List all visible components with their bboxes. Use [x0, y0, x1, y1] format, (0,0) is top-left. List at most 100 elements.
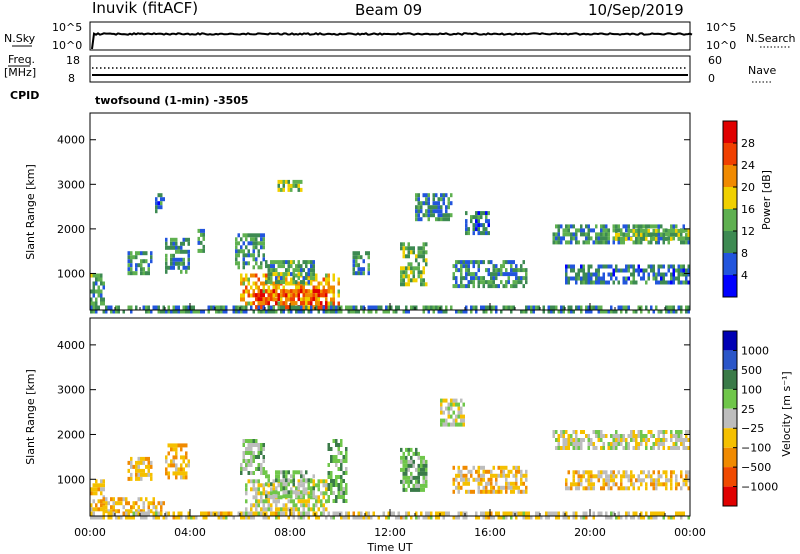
velocity-cell: [327, 487, 330, 491]
velocity-cell: [575, 482, 578, 487]
power-cell: [637, 232, 640, 237]
velocity-cell: [572, 482, 575, 487]
power-cell: [672, 276, 675, 281]
power-cell: [110, 305, 113, 310]
velocity-cell: [685, 470, 688, 475]
power-cell: [95, 305, 98, 310]
velocity-cell: [325, 479, 328, 484]
power-cell: [657, 240, 660, 245]
velocity-cell: [580, 474, 583, 479]
velocity-cell: [245, 451, 248, 455]
power-cell: [372, 305, 375, 310]
power-cell: [632, 232, 635, 237]
velocity-cell: [657, 438, 660, 442]
velocity-cell: [452, 515, 455, 520]
power-cell: [655, 305, 658, 310]
velocity-cell: [122, 511, 125, 516]
velocity-cell: [590, 470, 593, 475]
power-cell: [647, 224, 650, 229]
velocity-cell: [102, 505, 105, 510]
power-cell: [300, 285, 303, 290]
velocity-cell: [445, 406, 448, 411]
power-cell: [307, 268, 310, 273]
power-cell: [632, 272, 635, 277]
velocity-cell: [630, 482, 633, 487]
power-cell: [425, 242, 428, 247]
velocity-cell: [685, 474, 688, 479]
velocity-cell: [407, 475, 410, 480]
power-cell: [242, 289, 245, 294]
power-cell: [150, 255, 153, 260]
velocity-cell: [355, 515, 358, 520]
power-cell: [585, 276, 588, 281]
power-cell: [235, 237, 238, 242]
velocity-cell: [440, 406, 443, 411]
power-colorbar-segment: [723, 121, 737, 143]
velocity-cell: [252, 471, 255, 475]
velocity-cell: [410, 463, 413, 468]
velocity-cell: [345, 515, 348, 520]
velocity-cell: [480, 477, 483, 482]
velocity-cell: [282, 482, 285, 487]
power-cell: [257, 241, 260, 246]
power-cell: [647, 228, 650, 233]
power-cell: [265, 297, 268, 302]
station-title: Inuvik (fitACF): [92, 0, 198, 17]
power-cell: [322, 285, 325, 290]
velocity-cell: [487, 489, 490, 494]
velocity-cell: [250, 471, 253, 475]
power-cell: [542, 309, 545, 314]
power-cell: [427, 217, 430, 222]
power-cell: [670, 228, 673, 233]
power-cell: [452, 276, 455, 281]
time-tick-label: 20:00: [574, 526, 606, 539]
power-cell: [192, 309, 195, 314]
power-cell: [95, 281, 98, 286]
velocity-cell: [607, 486, 610, 491]
power-cell: [552, 232, 555, 237]
velocity-cell: [175, 443, 178, 448]
power-cell: [387, 309, 390, 314]
velocity-cell: [317, 483, 320, 488]
velocity-cell: [110, 509, 113, 514]
velocity-cell: [257, 479, 260, 484]
velocity-cell: [522, 489, 525, 494]
velocity-cell: [605, 434, 608, 438]
velocity-cell: [615, 430, 618, 434]
power-cell: [175, 249, 178, 254]
power-cell: [182, 265, 185, 270]
velocity-cell: [627, 474, 630, 479]
velocity-cell: [292, 470, 295, 475]
power-cell: [300, 309, 303, 314]
velocity-cell: [545, 515, 548, 520]
power-cell: [597, 264, 600, 269]
velocity-cell: [255, 443, 258, 447]
velocity-cell: [455, 418, 458, 423]
power-cell: [612, 236, 615, 241]
power-cell: [610, 276, 613, 281]
velocity-cell: [687, 478, 690, 483]
velocity-cell: [565, 478, 568, 483]
power-cell: [272, 268, 275, 273]
power-cell: [242, 249, 245, 254]
velocity-cell: [530, 515, 533, 520]
velocity-cell: [582, 515, 585, 520]
power-cell: [187, 253, 190, 258]
velocity-cell: [497, 473, 500, 478]
velocity-cell: [660, 442, 663, 446]
velocity-cell: [620, 482, 623, 487]
power-cell: [395, 305, 398, 310]
power-cell: [140, 259, 143, 264]
power-cell: [320, 281, 323, 286]
velocity-cell: [342, 495, 345, 499]
power-cell: [417, 217, 420, 222]
velocity-cell: [462, 481, 465, 486]
power-cell: [547, 309, 550, 314]
power-cell: [462, 264, 465, 269]
velocity-cell: [100, 507, 103, 512]
power-cell: [565, 268, 568, 273]
power-cell: [202, 236, 205, 241]
velocity-cell: [575, 434, 578, 438]
velocity-cell: [615, 438, 618, 442]
power-cell: [495, 276, 498, 281]
